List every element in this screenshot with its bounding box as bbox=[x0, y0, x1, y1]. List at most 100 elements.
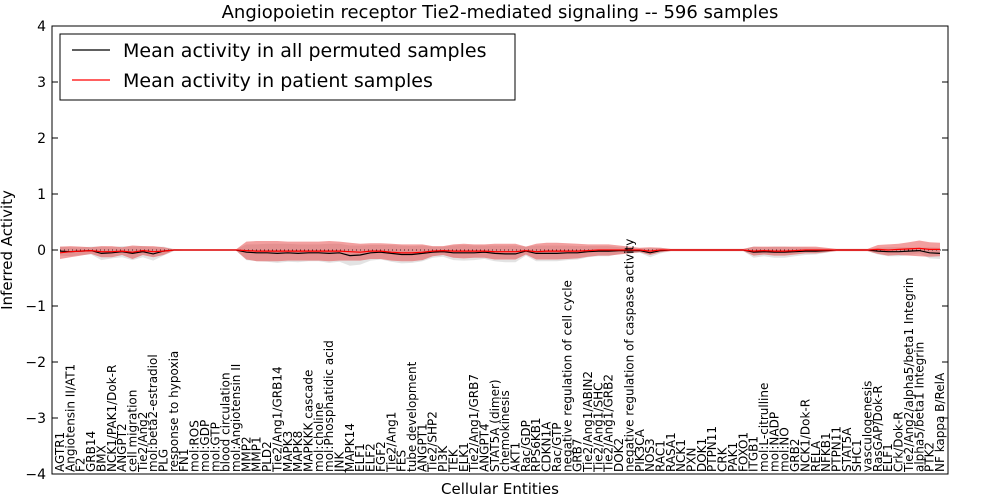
x-tick-label-55: negative regulation of caspase activity bbox=[622, 239, 636, 472]
y-tick-label-8: −4 bbox=[25, 467, 46, 483]
x-tick-label-48: Rac/GTP bbox=[550, 422, 564, 472]
x-tick-label-45: Rac/GDP bbox=[519, 420, 533, 472]
x-axis-label: Cellular Entities bbox=[441, 480, 559, 498]
x-tick-label-31: FGF2 bbox=[374, 441, 388, 472]
x-tick-label-61: PXN bbox=[685, 448, 699, 472]
x-tick-label-4: BMX bbox=[94, 445, 108, 472]
x-tick-label-69: mol:NADP bbox=[767, 412, 781, 472]
x-tick-label-5: NCK1/PAK1/Dok-R bbox=[105, 365, 119, 472]
x-tick-label-75: PTPN11 bbox=[830, 426, 844, 472]
x-tick-label-44: AKT1 bbox=[509, 442, 523, 472]
x-tick-label-6: ANGPT2 bbox=[115, 423, 129, 472]
y-tick-label-3: 1 bbox=[37, 187, 46, 203]
x-tick-label-23: MAPK8 bbox=[291, 431, 305, 472]
x-tick-label-9: mol:beta2-estradiol bbox=[146, 354, 160, 472]
y-tick-label-5: −1 bbox=[25, 299, 46, 315]
x-tick-label-81: Crk/Dok-R bbox=[892, 411, 906, 472]
x-tick-label-22: MAPK3 bbox=[281, 431, 295, 472]
x-tick-label-53: Tie2/Ang1/GRB2 bbox=[602, 374, 616, 473]
x-tick-label-42: STAT5A (dimer) bbox=[488, 379, 502, 472]
x-tick-label-2: F2 bbox=[74, 457, 88, 472]
x-tick-label-30: ELF2 bbox=[364, 443, 378, 472]
x-tick-label-79: RasGAP/Dok-R bbox=[871, 385, 885, 472]
x-tick-label-7: cell migration bbox=[126, 390, 140, 472]
legend: Mean activity in all permuted samples Me… bbox=[59, 33, 516, 101]
x-tick-label-56: PIK3CA bbox=[633, 428, 647, 472]
x-tick-label-83: alpha5/beta1 Integrin bbox=[912, 342, 926, 472]
x-tick-label-58: RAC1 bbox=[654, 440, 668, 472]
x-tick-label-40: Tie2/Ang1/GRB7 bbox=[467, 374, 481, 473]
x-tick-label-34: tube development bbox=[405, 361, 419, 472]
legend-box bbox=[59, 33, 516, 101]
x-tick-label-14: mol:GDP bbox=[198, 420, 212, 472]
x-tick-label-27: JNK bbox=[333, 450, 347, 473]
x-tick-label-17: mol:Angiotensin II bbox=[229, 364, 243, 472]
x-tick-label-26: mol:Phosphatidic acid bbox=[322, 340, 336, 472]
line-series-1 bbox=[59, 247, 940, 254]
series-lines bbox=[59, 247, 941, 257]
x-tick-label-50: GRB7 bbox=[571, 438, 585, 472]
x-tick-label-12: FN1 bbox=[177, 448, 191, 472]
x-tick-label-54: DOK2 bbox=[612, 438, 626, 472]
band-series-1 bbox=[60, 240, 940, 262]
x-tick-label-21: Tie2/Ang1/GRB14 bbox=[270, 366, 284, 473]
x-tick-label-35: ANGPT1 bbox=[415, 423, 429, 472]
x-tick-label-15: mol:GTP bbox=[208, 422, 222, 472]
x-tick-label-68: mol:L-citrulline bbox=[757, 383, 771, 472]
x-tick-label-78: vasculogenesis bbox=[861, 381, 875, 472]
x-tick-label-29: ELF1 bbox=[353, 443, 367, 472]
x-tick-label-36: Tie2/SHP2 bbox=[426, 411, 440, 473]
x-tick-label-63: PTPN11 bbox=[705, 426, 719, 472]
x-tick-label-32: Tie2/Ang1 bbox=[384, 412, 398, 473]
x-tick-label-38: TEK bbox=[446, 448, 460, 473]
x-tick-label-80: ELF1 bbox=[881, 443, 895, 472]
x-tick-label-37: PI3K bbox=[436, 445, 450, 472]
x-tick-label-8: Tie2/Ang2 bbox=[136, 412, 150, 473]
x-tick-label-52: Tie2/Ang1/SHC bbox=[591, 383, 605, 473]
x-tick-label-77: SHC1 bbox=[850, 439, 864, 472]
x-tick-label-33: FES bbox=[395, 450, 409, 472]
x-tick-label-13: mol:ROS bbox=[188, 420, 202, 472]
x-tick-label-3: GRB14 bbox=[84, 431, 98, 472]
plot-frame bbox=[51, 25, 949, 475]
confidence-bands bbox=[52, 240, 948, 266]
x-tick-label-57: NOS3 bbox=[643, 438, 657, 472]
y-tick-label-7: −3 bbox=[25, 411, 46, 427]
x-tick-label-47: CDKN1A bbox=[540, 421, 554, 472]
x-tick-label-62: DOK1 bbox=[695, 438, 709, 472]
x-tick-label-65: PAK1 bbox=[726, 442, 740, 472]
y-axis-ticks: 4 3 2 1 0 −1 −2 −3 −4 bbox=[25, 19, 948, 483]
x-tick-label-10: PLG bbox=[157, 449, 171, 472]
x-tick-label-70: mol:NO bbox=[778, 427, 792, 472]
x-tick-label-39: ELK1 bbox=[457, 442, 471, 472]
y-tick-label-2: 2 bbox=[37, 131, 46, 147]
x-tick-label-41: ANGPT4 bbox=[478, 423, 492, 472]
x-tick-label-24: MAPKKK cascade bbox=[302, 370, 316, 472]
x-tick-label-49: negative regulation of cell cycle bbox=[560, 280, 574, 472]
x-tick-label-19: MMP1 bbox=[250, 436, 264, 472]
x-tick-label-67: ITGB1 bbox=[747, 436, 761, 472]
x-tick-label-51: Tie2/Ang1/ABIN2 bbox=[581, 371, 595, 473]
y-tick-label-6: −2 bbox=[25, 355, 46, 371]
x-tick-label-74: NFKB1 bbox=[819, 432, 833, 472]
x-tick-label-43: chemokinesis bbox=[498, 390, 512, 472]
x-tick-label-18: MMP2 bbox=[239, 436, 253, 472]
legend-label-permuted: Mean activity in all permuted samples bbox=[123, 40, 486, 62]
x-tick-label-84: PTK2 bbox=[923, 442, 937, 472]
x-tick-label-85: NF kappa B/RelA bbox=[933, 372, 947, 472]
x-tick-label-20: PLD2 bbox=[260, 441, 274, 472]
x-tick-label-66: FOXO1 bbox=[736, 432, 750, 472]
x-tick-label-16: blood circulation bbox=[219, 372, 233, 472]
y-tick-label-1: 3 bbox=[37, 75, 46, 91]
x-tick-label-11: response to hypoxia bbox=[167, 351, 181, 472]
y-tick-label-4: 0 bbox=[37, 243, 46, 259]
x-tick-label-72: NCK1/Dok-R bbox=[798, 399, 812, 472]
x-tick-label-59: RASA1 bbox=[664, 432, 678, 472]
x-tick-label-60: NCK1 bbox=[674, 439, 688, 472]
x-tick-label-0: AGTR1 bbox=[53, 432, 67, 472]
x-tick-label-46: RPS6KB1 bbox=[529, 417, 543, 472]
legend-label-patient: Mean activity in patient samples bbox=[123, 70, 433, 92]
chart-title: Angiopoietin receptor Tie2-mediated sign… bbox=[222, 2, 779, 23]
